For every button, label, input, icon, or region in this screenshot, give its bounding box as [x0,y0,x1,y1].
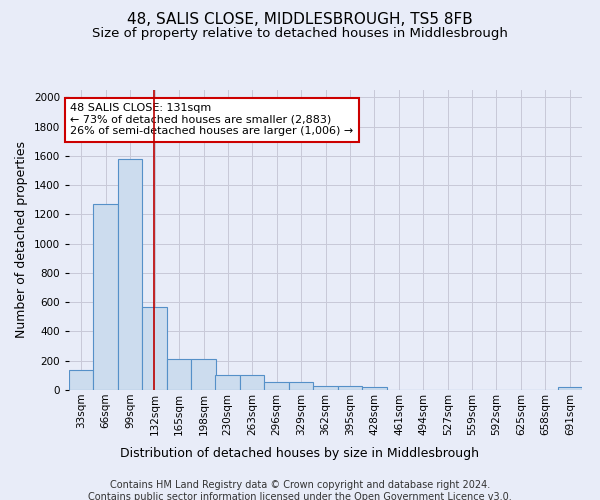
Text: Size of property relative to detached houses in Middlesbrough: Size of property relative to detached ho… [92,28,508,40]
Bar [69,370,94,390]
Y-axis label: Number of detached properties: Number of detached properties [15,142,28,338]
Bar [118,159,142,390]
Bar [557,387,582,390]
Bar [167,358,191,390]
Text: 48, SALIS CLOSE, MIDDLESBROUGH, TS5 8FB: 48, SALIS CLOSE, MIDDLESBROUGH, TS5 8FB [127,12,473,28]
Bar [362,387,387,390]
Bar [313,386,338,390]
Bar [338,386,362,390]
Bar [94,204,118,390]
Bar [240,374,264,390]
Text: 48 SALIS CLOSE: 131sqm
← 73% of detached houses are smaller (2,883)
26% of semi-: 48 SALIS CLOSE: 131sqm ← 73% of detached… [70,103,353,136]
Bar [289,382,313,390]
Bar [191,358,216,390]
Bar [142,306,167,390]
Text: Contains HM Land Registry data © Crown copyright and database right 2024.
Contai: Contains HM Land Registry data © Crown c… [88,480,512,500]
Text: Distribution of detached houses by size in Middlesbrough: Distribution of detached houses by size … [121,448,479,460]
Bar [264,382,289,390]
Bar [215,374,240,390]
